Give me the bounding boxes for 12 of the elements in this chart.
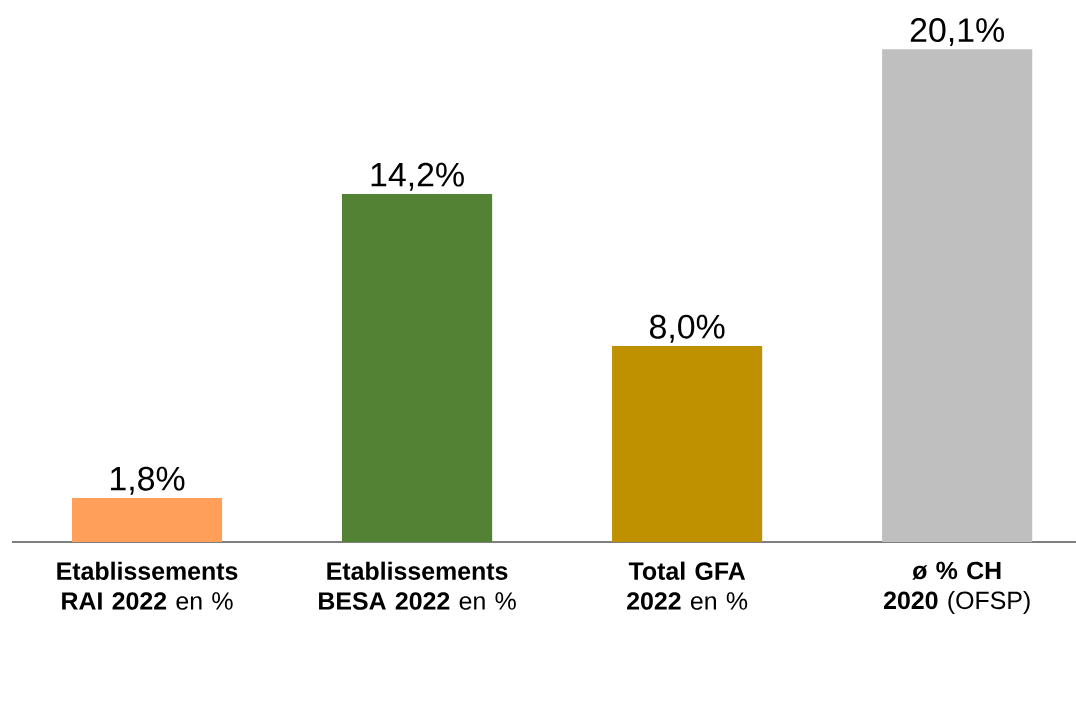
- x-tick-label: ø % CH 2020 (OFSP): [883, 561, 1030, 615]
- x-tick-label: Etablissements BESA 2022 en %: [319, 561, 516, 610]
- bar: [882, 49, 1033, 542]
- data-label: 20,1%: [910, 18, 1004, 47]
- data-label: 1,8%: [111, 466, 185, 495]
- data-label: 14,2%: [371, 162, 464, 191]
- bar: [342, 193, 493, 542]
- bar: [71, 497, 223, 542]
- bar: [612, 345, 763, 542]
- data-label: 8,0%: [649, 314, 725, 343]
- x-tick-label: Etablissements RAI 2022 en %: [57, 561, 238, 610]
- x-tick-label: Total GFA 2022 en %: [627, 561, 748, 610]
